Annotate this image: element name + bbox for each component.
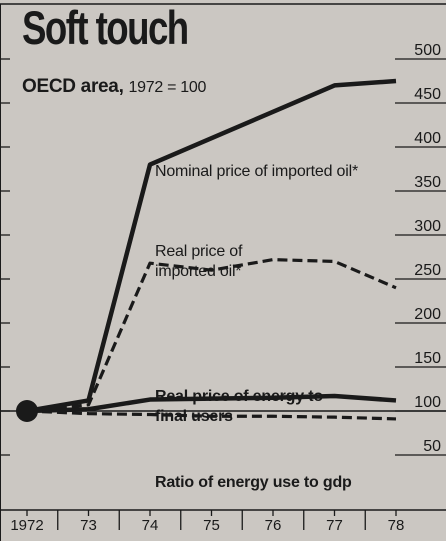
xtick-label: 74: [142, 517, 159, 534]
ytick-label: 100: [414, 394, 441, 411]
ytick-label: 200: [414, 306, 441, 323]
ytick-label: 500: [414, 42, 441, 59]
annotation-energy-ratio: Ratio of energy use to gdp: [155, 474, 352, 491]
ytick-label: 400: [414, 130, 441, 147]
series-line: [26, 393, 397, 414]
origin-point: [16, 400, 38, 422]
series-line: [26, 409, 397, 421]
xtick-label: 1972: [10, 517, 43, 534]
subtitle-main: OECD area,: [22, 76, 124, 97]
xtick-label: 75: [203, 517, 220, 534]
ytick-label: 350: [414, 174, 441, 191]
annotation-real-energy: Real price of energy to final users: [155, 388, 323, 425]
subtitle-base: 1972 = 100: [128, 79, 207, 96]
xtick-label: 76: [265, 517, 282, 534]
ytick-label: 250: [414, 262, 441, 279]
chart-subtitle: OECD area, 1972 = 100: [22, 76, 206, 98]
annotation-nominal-oil: Nominal price of imported oil*: [155, 163, 358, 180]
ytick-label: 450: [414, 86, 441, 103]
ytick-label: 300: [414, 218, 441, 235]
chart-title: Soft touch: [22, 1, 189, 54]
ytick-label: 50: [423, 438, 441, 455]
xtick-label: 73: [80, 517, 97, 534]
ytick-label: 150: [414, 350, 441, 367]
xtick-label: 78: [388, 517, 405, 534]
series-line: [26, 258, 397, 413]
annotation-real-oil: Real price of imported oil*: [155, 243, 243, 280]
xtick-label: 77: [326, 517, 343, 534]
series-line: [26, 78, 397, 414]
